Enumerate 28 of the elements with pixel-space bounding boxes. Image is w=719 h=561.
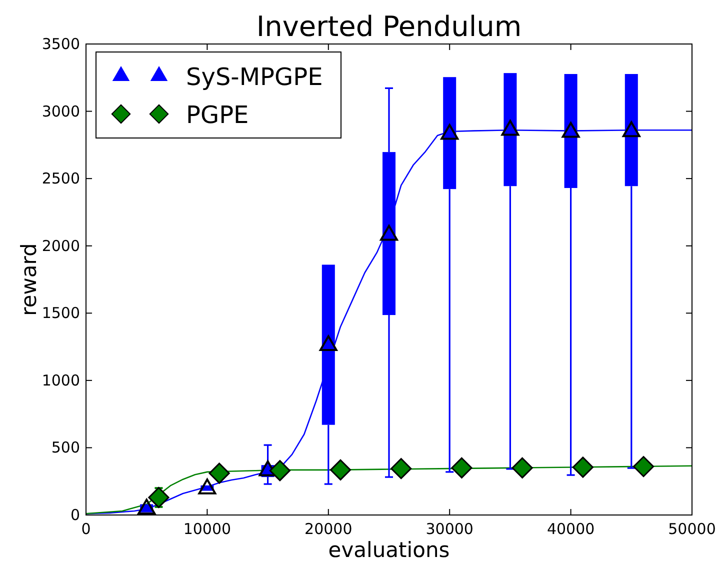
x-tick-label: 10000 [183, 520, 232, 538]
y-tick-label: 500 [51, 438, 80, 457]
point [451, 457, 472, 478]
legend-label: PGPE [186, 101, 249, 129]
y-tick-label: 2500 [42, 170, 80, 188]
y-tick-label: 0 [70, 506, 80, 524]
y-tick-label: 3000 [42, 102, 80, 120]
x-tick-label: 40000 [546, 520, 595, 538]
legend-label: SyS-MPGPE [186, 63, 323, 91]
x-tick-label: 30000 [426, 520, 474, 538]
y-tick-label: 1500 [42, 304, 80, 322]
chart-title: Inverted Pendulum [256, 10, 522, 43]
y-axis-title: reward [17, 243, 41, 316]
x-tick-label: 0 [81, 520, 91, 538]
point [512, 457, 533, 478]
y-tick-label: 3500 [42, 35, 80, 53]
point [390, 458, 412, 480]
point [632, 456, 654, 478]
y-tick-label: 2000 [42, 236, 80, 255]
point [330, 459, 352, 480]
point [572, 456, 594, 478]
y-tick-label: 1000 [42, 371, 80, 390]
point [208, 462, 230, 484]
x-tick-label: 20000 [304, 520, 352, 538]
x-axis-title: evaluations [328, 538, 450, 561]
point [269, 460, 290, 482]
point [148, 486, 170, 508]
x-tick-label: 50000 [668, 520, 716, 538]
